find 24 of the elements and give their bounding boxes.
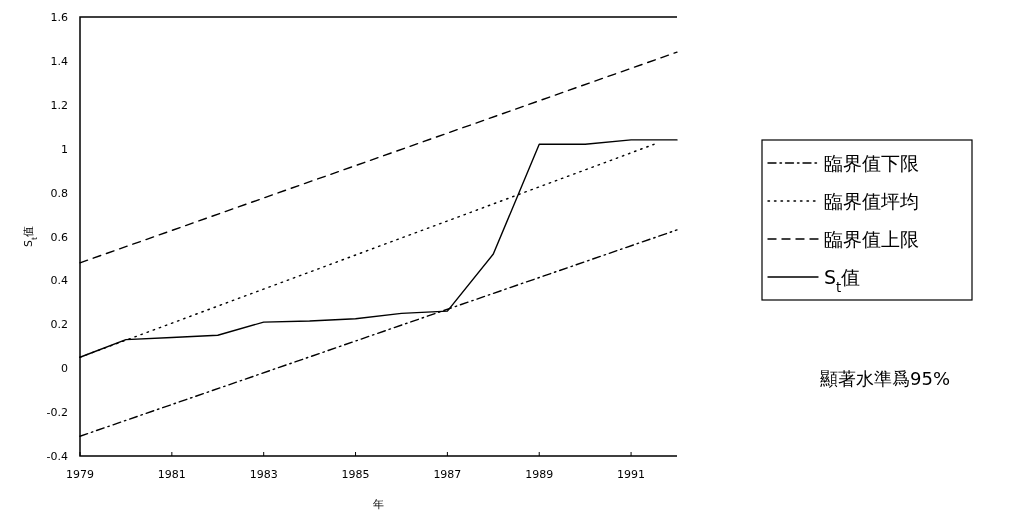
y-tick-label: 1.6 <box>50 11 68 24</box>
y-tick-label: 0.2 <box>50 318 68 332</box>
x-axis-title: 年 <box>373 498 384 511</box>
x-tick-label: 1983 <box>249 468 278 481</box>
y-tick-label: 0.4 <box>50 274 68 288</box>
text: 顯著水準爲95% <box>820 368 951 389</box>
x-tick-label: 1985 <box>341 468 370 481</box>
x-tick-label: 1981 <box>157 468 186 481</box>
y-tick-label: 1 <box>61 142 68 156</box>
y-tick-label: 0 <box>61 362 68 376</box>
x-tick-label: 1989 <box>525 468 554 481</box>
y-tick-label: 0.8 <box>50 186 68 200</box>
y-tick-label: 0.6 <box>50 230 68 244</box>
y-tick-label: 1.2 <box>50 98 68 112</box>
legend-label: S$_{t}$值 <box>824 266 861 295</box>
x-tick-label: 1979 <box>66 468 94 481</box>
x-tick-label: 1991 <box>617 468 646 481</box>
y-tick-label: 1.4 <box>50 54 68 68</box>
y-tick-label: -0.4 <box>46 450 68 463</box>
legend-label: 臨界值下限 <box>824 152 919 174</box>
legend-label: 臨界值坪均 <box>824 190 919 212</box>
y-tick-label: -0.2 <box>46 406 68 420</box>
legend-label: 臨界值上限 <box>824 228 919 250</box>
x-tick-label: 1987 <box>433 468 462 481</box>
